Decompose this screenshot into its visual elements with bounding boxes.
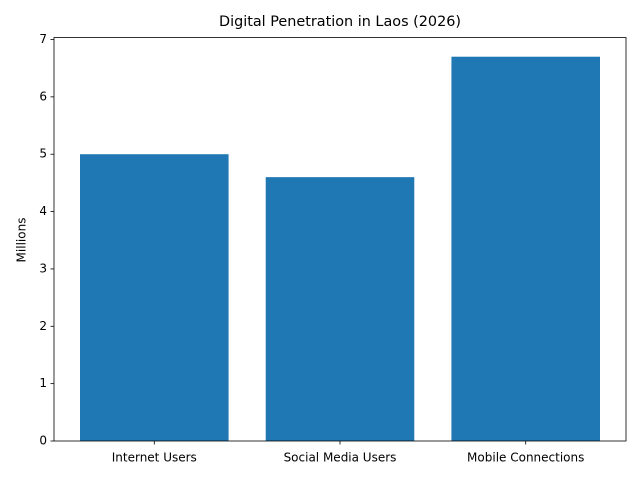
y-tick-label: 2 xyxy=(39,319,47,333)
x-tick-label: Social Media Users xyxy=(284,451,397,465)
y-tick-label: 0 xyxy=(39,434,47,448)
chart-title: Digital Penetration in Laos (2026) xyxy=(219,14,461,30)
x-tick-label: Internet Users xyxy=(112,451,197,465)
y-tick-label: 4 xyxy=(39,204,47,218)
bar xyxy=(451,56,600,441)
axes-frame xyxy=(53,37,627,442)
y-tick-label: 3 xyxy=(39,261,47,275)
bar xyxy=(265,177,415,441)
x-tick-label: Mobile Connections xyxy=(467,451,584,465)
y-tick-label: 5 xyxy=(39,147,47,161)
y-tick-label: 6 xyxy=(39,89,47,103)
bar xyxy=(80,154,229,442)
y-tick-label: 7 xyxy=(39,32,47,46)
y-axis-label: Millions xyxy=(15,218,29,263)
y-tick-label: 1 xyxy=(39,376,47,390)
